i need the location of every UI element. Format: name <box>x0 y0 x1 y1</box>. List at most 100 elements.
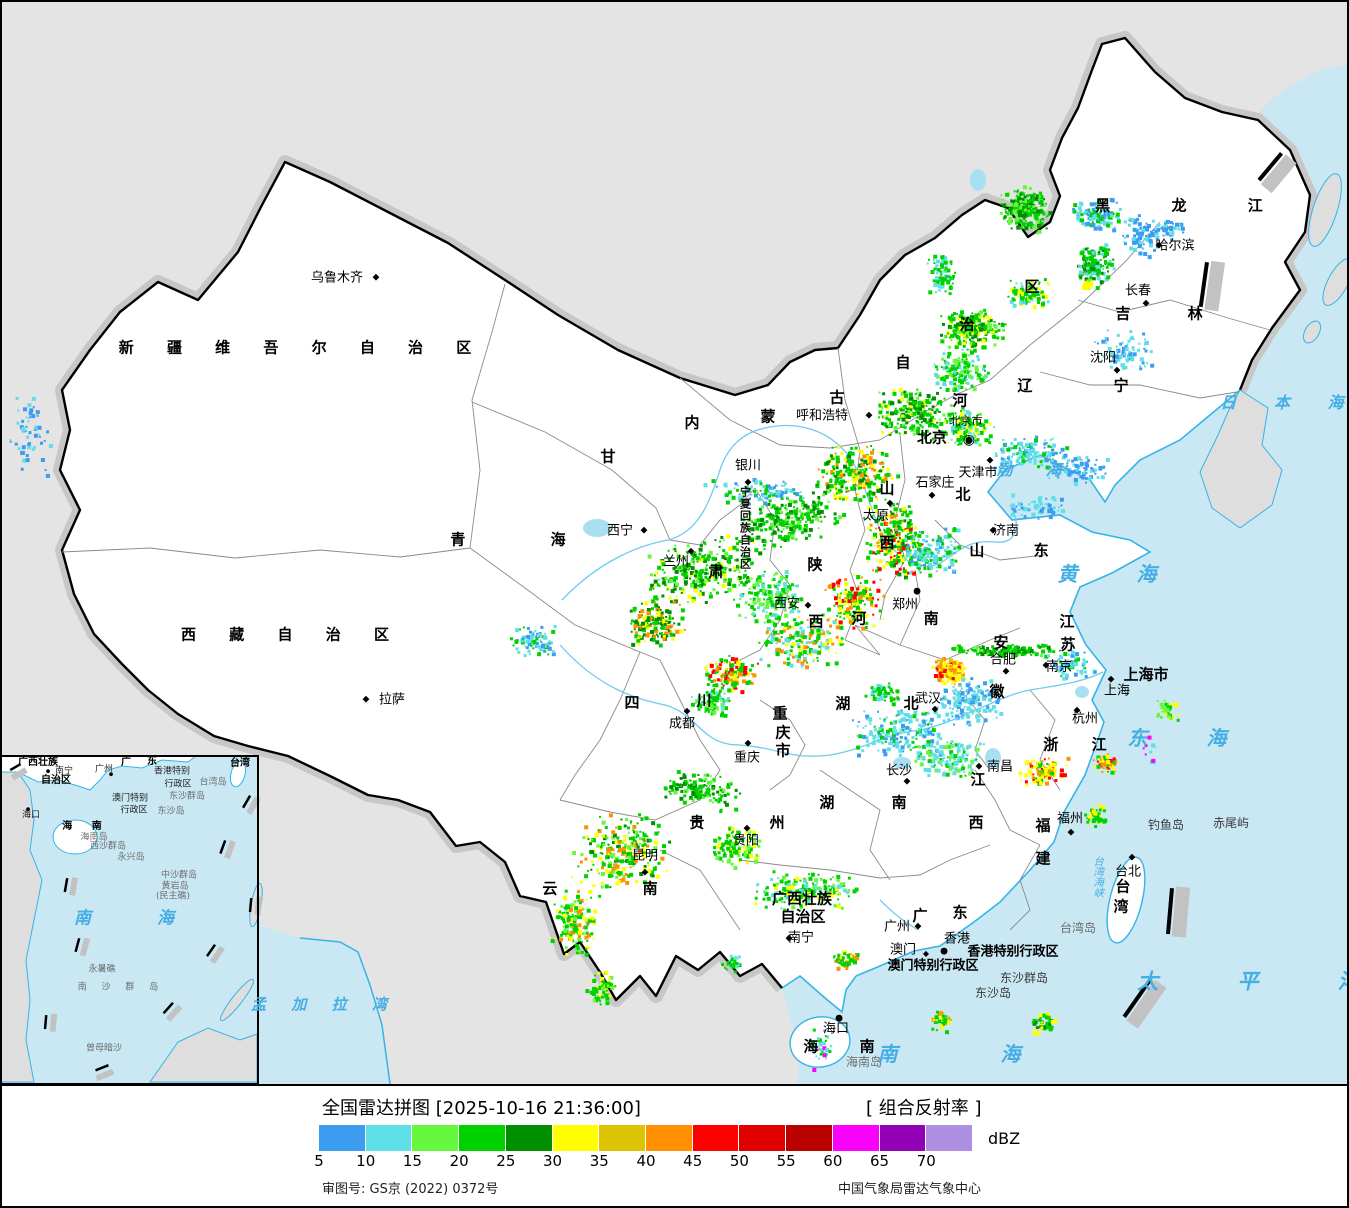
tick-label-60: 60 <box>823 1152 843 1170</box>
radar-echo-cluster <box>571 813 672 889</box>
boundary-shade <box>1204 260 1226 312</box>
colorbar-segment-25 <box>505 1125 553 1151</box>
radar-echo-cluster <box>1031 1012 1058 1036</box>
boundary-shade <box>10 767 28 781</box>
issuing-agency: 中国气象局雷达气象中心 <box>838 1182 982 1197</box>
radar-echo-cluster <box>821 574 886 631</box>
inset-taiwan <box>229 760 247 788</box>
legend-panel: 全国雷达拼图 [2025-10-16 21:36:00] [ 组合反射率 ] d… <box>0 1086 1349 1208</box>
radar-echo-cluster <box>1081 279 1094 290</box>
colorbar-segment-50 <box>739 1125 787 1151</box>
tick-label-70: 70 <box>916 1152 936 1170</box>
tick-label-55: 55 <box>776 1152 796 1170</box>
boundary-dash <box>1122 977 1153 1018</box>
radar-echo-cluster <box>1084 804 1108 829</box>
inset-china-coast-strip <box>0 755 198 791</box>
colorbar-segment-10 <box>365 1125 413 1151</box>
boundary-shade <box>1171 886 1191 938</box>
tick-label-40: 40 <box>636 1152 656 1170</box>
japan-islands <box>1302 173 1349 344</box>
tick-label-25: 25 <box>496 1152 516 1170</box>
radar-echo-cluster <box>1077 243 1116 291</box>
radar-echo-cluster <box>1142 735 1156 765</box>
radar-echo-cluster <box>703 478 805 506</box>
sea-bay-of-bengal-area <box>258 925 390 1084</box>
radar-echo-cluster <box>9 396 53 478</box>
colorbar-segment-15 <box>412 1125 460 1151</box>
tick-label-35: 35 <box>589 1152 609 1170</box>
tick-label-15: 15 <box>402 1152 422 1170</box>
national-border <box>58 36 1312 1002</box>
map-canvas <box>0 31 1349 1084</box>
boundary-shade <box>95 1068 115 1082</box>
bengal-coastline <box>299 937 391 1084</box>
radar-echo-cluster <box>930 1010 952 1035</box>
radar-echo-cluster <box>926 254 956 296</box>
radar-echo-cluster <box>1156 699 1180 722</box>
colorbar-segment-40 <box>646 1125 693 1151</box>
tick-label-45: 45 <box>683 1152 703 1170</box>
radar-echo-cluster <box>754 870 859 912</box>
boundary-dash <box>1257 152 1284 182</box>
boundary-dash <box>242 795 252 809</box>
radar-echo-cluster <box>1072 197 1122 233</box>
radar-echo-cluster <box>815 445 901 503</box>
colorbar-segment-35 <box>599 1125 647 1151</box>
boundary-dash <box>63 878 69 893</box>
radar-echo-cluster <box>1018 756 1071 787</box>
radar-echo-cluster <box>733 570 804 631</box>
radar-echo-cluster <box>1147 219 1185 242</box>
colorbar-segment-45 <box>692 1125 740 1151</box>
boundary-dash <box>1198 262 1209 308</box>
inset-indochina <box>0 771 43 1083</box>
radar-echo-cluster <box>877 388 953 441</box>
tick-label-65: 65 <box>870 1152 890 1170</box>
radar-echo-cluster <box>852 709 943 758</box>
colorbar-segment-60 <box>832 1125 880 1151</box>
colorbar-segment-30 <box>552 1125 600 1151</box>
taiwan-island <box>1106 856 1146 944</box>
boundary-dash <box>219 840 227 855</box>
radar-map: 新 疆 维 吾 尔 自 治 区西 藏 自 治 区青 海内蒙古自治区甘肃宁夏回族自… <box>0 31 1349 1086</box>
colorbar-segment-65 <box>879 1125 927 1151</box>
boundary-shade <box>246 796 261 815</box>
radar-echo-cluster <box>914 735 985 778</box>
radar-echo-cluster <box>758 616 845 670</box>
radar-echo-cluster <box>1092 753 1117 775</box>
boundary-shade <box>224 840 236 860</box>
rivers <box>559 424 1104 931</box>
colorbar-segment-55 <box>786 1125 833 1151</box>
radar-echo-cluster <box>999 185 1053 235</box>
boundary-shade <box>79 937 91 957</box>
radar-echo-layer <box>9 185 1185 1072</box>
boundary-dash <box>1165 888 1174 935</box>
dbz-colorbar <box>319 1125 974 1151</box>
tick-label-50: 50 <box>729 1152 749 1170</box>
radar-echo-cluster <box>951 643 1052 659</box>
map-title: 全国雷达拼图 [2025-10-16 21:36:00] <box>322 1098 641 1119</box>
boundary-dash <box>205 944 217 957</box>
radar-echo-cluster <box>585 970 617 1006</box>
inset-palawan <box>220 978 254 1022</box>
colorbar-segment-20 <box>459 1125 506 1151</box>
boundary-dash <box>74 938 81 953</box>
radar-echo-cluster <box>933 677 1004 727</box>
radar-echo-cluster <box>809 1028 833 1072</box>
radar-echo-cluster <box>833 950 860 971</box>
radar-echo-cluster <box>933 345 990 392</box>
boundary-shade <box>209 945 225 964</box>
boundary-dash <box>9 763 22 772</box>
boundary-dash <box>162 1002 174 1015</box>
boundary-shade <box>1260 154 1297 194</box>
radar-echo-cluster <box>941 406 996 447</box>
colorbar-segment-5 <box>319 1125 366 1151</box>
inset-south-china-sea-map <box>0 755 263 1084</box>
radar-echo-cluster <box>904 527 962 578</box>
radar-echo-cluster <box>509 624 557 657</box>
radar-echo-cluster <box>1010 493 1066 520</box>
radar-echo-cluster <box>690 688 732 718</box>
boundary-dash <box>248 897 253 913</box>
radar-echo-cluster <box>863 502 924 580</box>
tick-label-10: 10 <box>356 1152 376 1170</box>
